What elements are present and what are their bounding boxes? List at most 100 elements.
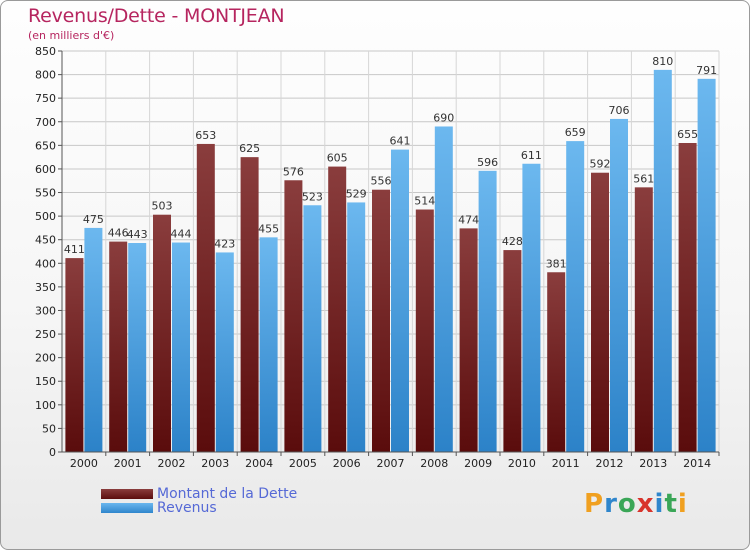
y-tick-label: 250: [35, 328, 56, 341]
bar-revenue-2009: [478, 170, 497, 452]
logo-letter: i: [654, 489, 665, 519]
bar-debt-2003: [196, 143, 215, 452]
data-label-revenue-2008: 690: [433, 111, 454, 124]
logo-letter: i: [677, 489, 688, 519]
data-label-revenue-2002: 444: [171, 228, 192, 241]
bar-revenue-2010: [522, 163, 541, 452]
bar-revenue-2014: [697, 78, 716, 453]
grid-lines: [62, 50, 720, 453]
data-label-debt-2010: 428: [502, 235, 523, 248]
bar-revenue-2012: [610, 118, 628, 453]
bar-revenue-2005: [303, 205, 322, 452]
bar-debt-2009: [459, 228, 478, 452]
y-tick-label: 0: [49, 446, 56, 459]
logo-letter: o: [617, 489, 637, 519]
data-label-revenue-2003: 423: [214, 237, 235, 250]
bar-revenue-2006: [347, 202, 366, 452]
data-label-revenue-2009: 596: [477, 156, 498, 169]
bar-revenue-2004: [259, 237, 278, 452]
x-tick-label-2005: 2005: [289, 457, 317, 470]
data-label-revenue-2014: 791: [696, 64, 717, 77]
bar-debt-2011: [547, 272, 566, 452]
y-tick-label: 650: [35, 139, 56, 152]
x-tick-label-2001: 2001: [114, 457, 142, 470]
data-label-debt-2013: 561: [633, 172, 654, 185]
y-tick-label: 850: [35, 45, 56, 58]
x-tick-label-2013: 2013: [639, 457, 667, 470]
chart-subtitle: (en milliers d'€): [28, 29, 115, 42]
bar-debt-2004: [240, 157, 259, 452]
bar-revenue-2011: [566, 141, 585, 452]
data-label-debt-2012: 592: [590, 158, 611, 171]
legend-label-debt: Montant de la Dette: [157, 486, 298, 502]
bars: [65, 69, 716, 453]
bar-debt-2002: [153, 214, 171, 452]
bar-debt-2010: [503, 250, 522, 452]
logo-letter: P: [584, 489, 605, 519]
y-tick-label: 300: [35, 304, 56, 317]
y-tick-label: 200: [35, 352, 56, 365]
data-label-revenue-2004: 455: [258, 222, 279, 235]
bar-debt-2001: [109, 241, 128, 452]
y-tick-label: 700: [35, 116, 56, 129]
bar-revenue-2000: [84, 227, 103, 452]
legend-item-revenue: Revenus: [101, 500, 297, 516]
legend: Montant de la Dette Revenus: [101, 486, 298, 516]
y-tick-label: 400: [35, 257, 56, 270]
bar-debt-2014: [678, 142, 697, 452]
bar-debt-2007: [372, 189, 390, 452]
legend-swatch-revenue: [101, 503, 153, 513]
y-tick-label: 50: [42, 422, 56, 435]
x-tick-label-2012: 2012: [596, 457, 624, 470]
legend-label-revenue: Revenus: [157, 500, 217, 516]
x-tick-label-2014: 2014: [683, 457, 711, 470]
data-label-revenue-2001: 443: [127, 228, 148, 241]
data-label-debt-2004: 625: [239, 142, 260, 155]
data-label-revenue-2013: 810: [652, 55, 673, 68]
bar-revenue-2003: [215, 252, 234, 452]
y-tick-label: 450: [35, 234, 56, 247]
bar-debt-2013: [634, 187, 653, 452]
legend-swatch-debt: [101, 489, 153, 499]
data-label-revenue-2005: 523: [302, 190, 323, 203]
data-label-revenue-2012: 706: [609, 104, 630, 117]
legend-item-debt: Montant de la Dette: [101, 486, 298, 502]
logo-letter: x: [636, 489, 655, 519]
y-tick-label: 550: [35, 187, 56, 200]
data-label-revenue-2010: 611: [521, 149, 542, 162]
data-label-debt-2008: 514: [414, 195, 435, 208]
y-tick-label: 600: [35, 163, 56, 176]
y-tick-label: 800: [35, 69, 56, 82]
x-tick-label-2006: 2006: [333, 457, 361, 470]
x-tick-label-2004: 2004: [245, 457, 273, 470]
data-label-debt-2002: 503: [152, 200, 173, 213]
x-tick-label-2000: 2000: [70, 457, 98, 470]
x-tick-label-2007: 2007: [377, 457, 405, 470]
bar-revenue-2001: [128, 243, 147, 452]
axes: 0 50 100 150 200 250 300 350 400 450 500 550 600 650 7…: [35, 45, 720, 470]
bar-revenue-2002: [172, 242, 190, 452]
proxiti-logo: Proxiti: [584, 489, 688, 519]
chart-title: Revenus/Dette - MONTJEAN: [28, 5, 285, 27]
logo-letter: t: [664, 489, 678, 519]
y-tick-label: 750: [35, 92, 56, 105]
x-tick-label-2009: 2009: [464, 457, 492, 470]
y-tick-label: 350: [35, 281, 56, 294]
bar-revenue-2013: [653, 69, 672, 452]
data-label-debt-2007: 556: [371, 175, 392, 188]
data-label-debt-2011: 381: [546, 257, 567, 270]
data-label-revenue-2007: 641: [390, 135, 411, 148]
bar-debt-2005: [284, 180, 303, 452]
data-label-debt-2001: 446: [108, 227, 129, 240]
bar-debt-2008: [415, 209, 434, 452]
y-tick-label: 500: [35, 210, 56, 223]
bar-debt-2012: [591, 172, 609, 452]
data-label-debt-2006: 605: [327, 152, 348, 165]
x-tick-label-2011: 2011: [552, 457, 580, 470]
data-label-revenue-2000: 475: [83, 213, 104, 226]
bar-debt-2006: [328, 166, 347, 453]
x-tick-label-2002: 2002: [158, 457, 186, 470]
data-label-debt-2003: 653: [195, 129, 216, 142]
